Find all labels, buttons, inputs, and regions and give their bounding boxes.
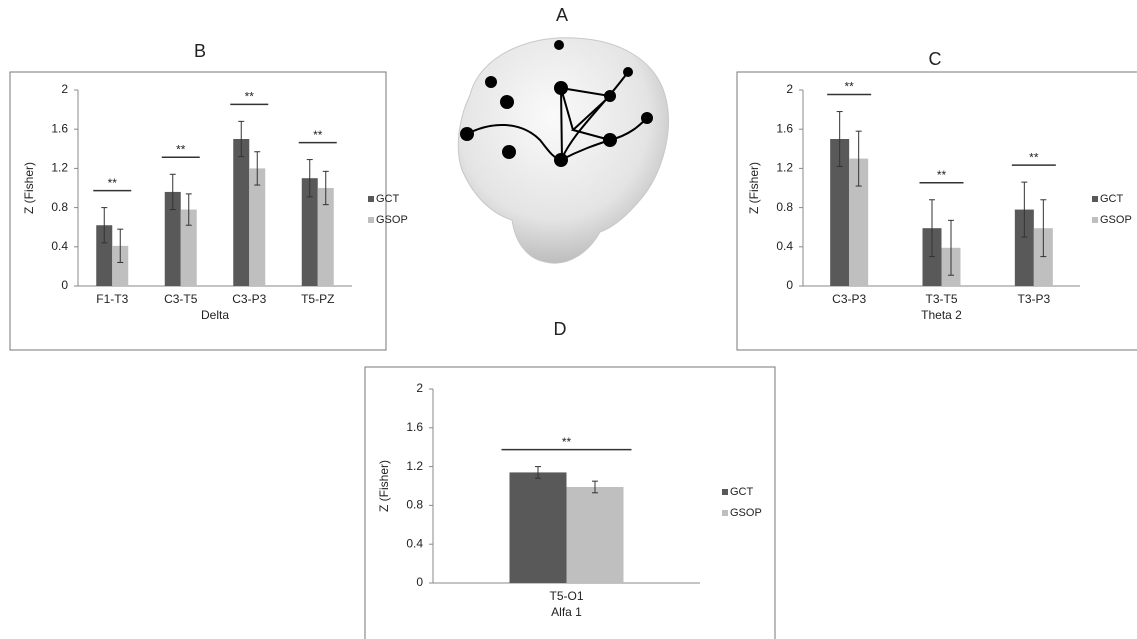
error-bar — [254, 151, 261, 186]
error-bar — [855, 130, 862, 187]
x-tick-label: C3-P3 — [232, 292, 266, 306]
y-tick-label: 0.8 — [776, 200, 793, 214]
x-tick-label: T3-P3 — [1017, 292, 1050, 306]
bar — [301, 178, 318, 286]
panel-frame — [364, 366, 776, 639]
bar — [249, 168, 266, 286]
y-tick-label: 1.6 — [776, 121, 793, 135]
bar — [233, 139, 250, 286]
legend-label: GSOP — [1100, 214, 1132, 226]
y-tick-label: 2 — [61, 82, 68, 96]
y-tick-label: 0.8 — [406, 498, 423, 512]
significance-label: ** — [937, 168, 947, 182]
bar — [849, 158, 869, 286]
y-tick-label: 0 — [786, 278, 793, 292]
panel-letter: C — [929, 49, 942, 69]
x-tick-label: T3-T5 — [925, 292, 957, 306]
legend-label: GCT — [730, 486, 754, 498]
error-bar — [322, 170, 329, 206]
significance-label: ** — [245, 90, 255, 104]
y-tick-label: 1.6 — [51, 121, 68, 135]
panel-frame — [736, 71, 1137, 351]
x-axis-label: Theta 2 — [921, 308, 962, 322]
y-tick-label: 2 — [786, 82, 793, 96]
significance-label: ** — [176, 142, 186, 156]
y-tick-label: 0.8 — [51, 200, 68, 214]
bar — [509, 472, 567, 583]
y-tick-label: 1.2 — [51, 161, 68, 175]
significance-label: ** — [844, 80, 854, 94]
legend-label: GSOP — [730, 507, 762, 519]
panel-letter: A — [556, 5, 568, 25]
legend-swatch — [368, 217, 374, 223]
y-tick-label: 1.2 — [776, 161, 793, 175]
legend-swatch — [722, 489, 728, 495]
chart-panel: D 0 0.4 0.8 1.2 1.6 2 Z (Fisher) T5-O1 ** Alfa 1 GC… — [364, 319, 776, 639]
bar — [317, 188, 334, 286]
legend-swatch — [1092, 217, 1098, 223]
legend-label: GCT — [1100, 193, 1124, 205]
brain-image — [457, 37, 669, 264]
chart-panel: C 0 0.4 0.8 1.2 1.6 2 Z (Fisher) C3-P3 ** T3-T5 ** T… — [736, 49, 1137, 351]
error-bar — [238, 120, 245, 158]
panel-frame — [9, 71, 387, 351]
error-bar — [948, 219, 954, 276]
bar — [112, 245, 129, 286]
x-axis-label: Delta — [201, 308, 229, 322]
y-axis-label: Z (Fisher) — [22, 162, 36, 214]
error-bar — [1021, 181, 1028, 238]
bar — [96, 225, 113, 286]
x-tick-label: T5-PZ — [301, 292, 334, 306]
y-axis-label: Z (Fisher) — [377, 460, 391, 512]
y-tick-label: 1.6 — [406, 420, 423, 434]
x-tick-label: C3-T5 — [164, 292, 198, 306]
error-bar — [306, 159, 313, 198]
bar — [1014, 209, 1034, 286]
error-bar — [1040, 199, 1047, 258]
y-tick-label: 0.4 — [776, 239, 793, 253]
x-tick-label: F1-T3 — [96, 292, 128, 306]
legend-swatch — [1092, 196, 1098, 202]
significance-label: ** — [108, 176, 118, 190]
bar — [164, 191, 181, 286]
significance-label: ** — [1029, 150, 1039, 164]
y-axis-label: Z (Fisher) — [747, 162, 761, 214]
significance-label: ** — [313, 128, 323, 142]
significance-label: ** — [562, 435, 572, 449]
legend-swatch — [368, 196, 374, 202]
y-tick-label: 2 — [416, 381, 423, 395]
error-bar — [169, 173, 176, 211]
error-bar — [929, 199, 935, 258]
x-axis-label: Alfa 1 — [551, 605, 582, 619]
y-tick-label: 0.4 — [51, 239, 68, 253]
bar — [180, 209, 197, 286]
panel-letter: D — [554, 319, 567, 339]
legend-label: GCT — [376, 193, 400, 205]
error-bar — [117, 228, 124, 263]
chart-panel: B 0 0.4 0.8 1.2 1.6 2 Z (Fisher) F1-T3 ** C3-T5 ** C… — [9, 41, 408, 351]
panel-letter: B — [194, 41, 206, 61]
y-tick-label: 0 — [61, 278, 68, 292]
error-bar — [101, 207, 108, 244]
error-bar — [836, 111, 843, 167]
x-tick-label: C3-P3 — [832, 292, 866, 306]
error-bar — [535, 466, 541, 479]
error-bar — [185, 193, 192, 226]
legend-swatch — [722, 510, 728, 516]
bar — [566, 486, 624, 583]
y-tick-label: 0.4 — [406, 536, 423, 550]
legend-label: GSOP — [376, 214, 408, 226]
bar — [830, 139, 850, 286]
y-tick-label: 1.2 — [406, 459, 423, 473]
y-tick-label: 0 — [416, 575, 423, 589]
x-tick-label: T5-O1 — [549, 589, 583, 603]
error-bar — [592, 480, 598, 494]
